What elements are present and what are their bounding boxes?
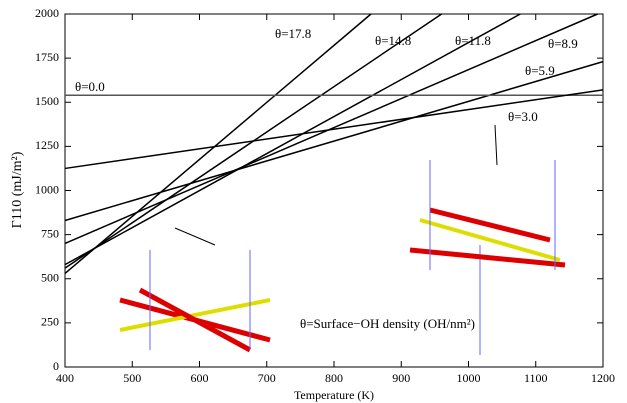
plot-frame [64,13,604,368]
series-label: θ=14.8 [375,33,411,48]
x-tick-label: 800 [325,371,343,385]
y-tick-label: 0 [53,359,59,373]
y-tick-label: 1750 [35,50,59,64]
y-tick-label: 1500 [35,94,59,108]
arrow [494,124,498,166]
x-axis-label: Temperature (K) [294,388,374,402]
annotation: θ=Surface−OH density (OH/nm²) [300,316,475,331]
series-label: θ=5.9 [525,63,555,78]
line [64,89,604,170]
y-tick-label: 250 [41,315,59,329]
structure-right [409,160,566,270]
series-label: θ=3.0 [508,109,538,124]
x-tick-label: 500 [123,371,141,385]
arrow [174,227,216,246]
y-tick-label: 1250 [35,138,59,152]
y-tick-label: 750 [41,226,59,240]
x-tick-label: 600 [191,371,209,385]
line [64,13,372,275]
series-label: θ=0.0 [75,79,105,94]
y-tick-label: 2000 [35,6,59,20]
line [64,13,521,266]
series-label: θ=17.8 [275,26,311,41]
y-axis-label: Γ110 (mJ/m²) [10,151,25,228]
x-tick-label: 900 [392,371,410,385]
line [64,60,604,222]
x-tick-label: 1000 [457,371,481,385]
series-label: θ=8.9 [548,36,578,51]
series-label: θ=11.8 [455,33,491,48]
x-tick-label: 700 [258,371,276,385]
x-tick-label: 1200 [591,371,615,385]
x-tick-label: 400 [56,371,74,385]
line [64,13,598,245]
structure-left [119,245,481,355]
y-tick-label: 500 [41,271,59,285]
x-tick-label: 1100 [524,371,548,385]
y-tick-label: 1000 [35,182,59,196]
